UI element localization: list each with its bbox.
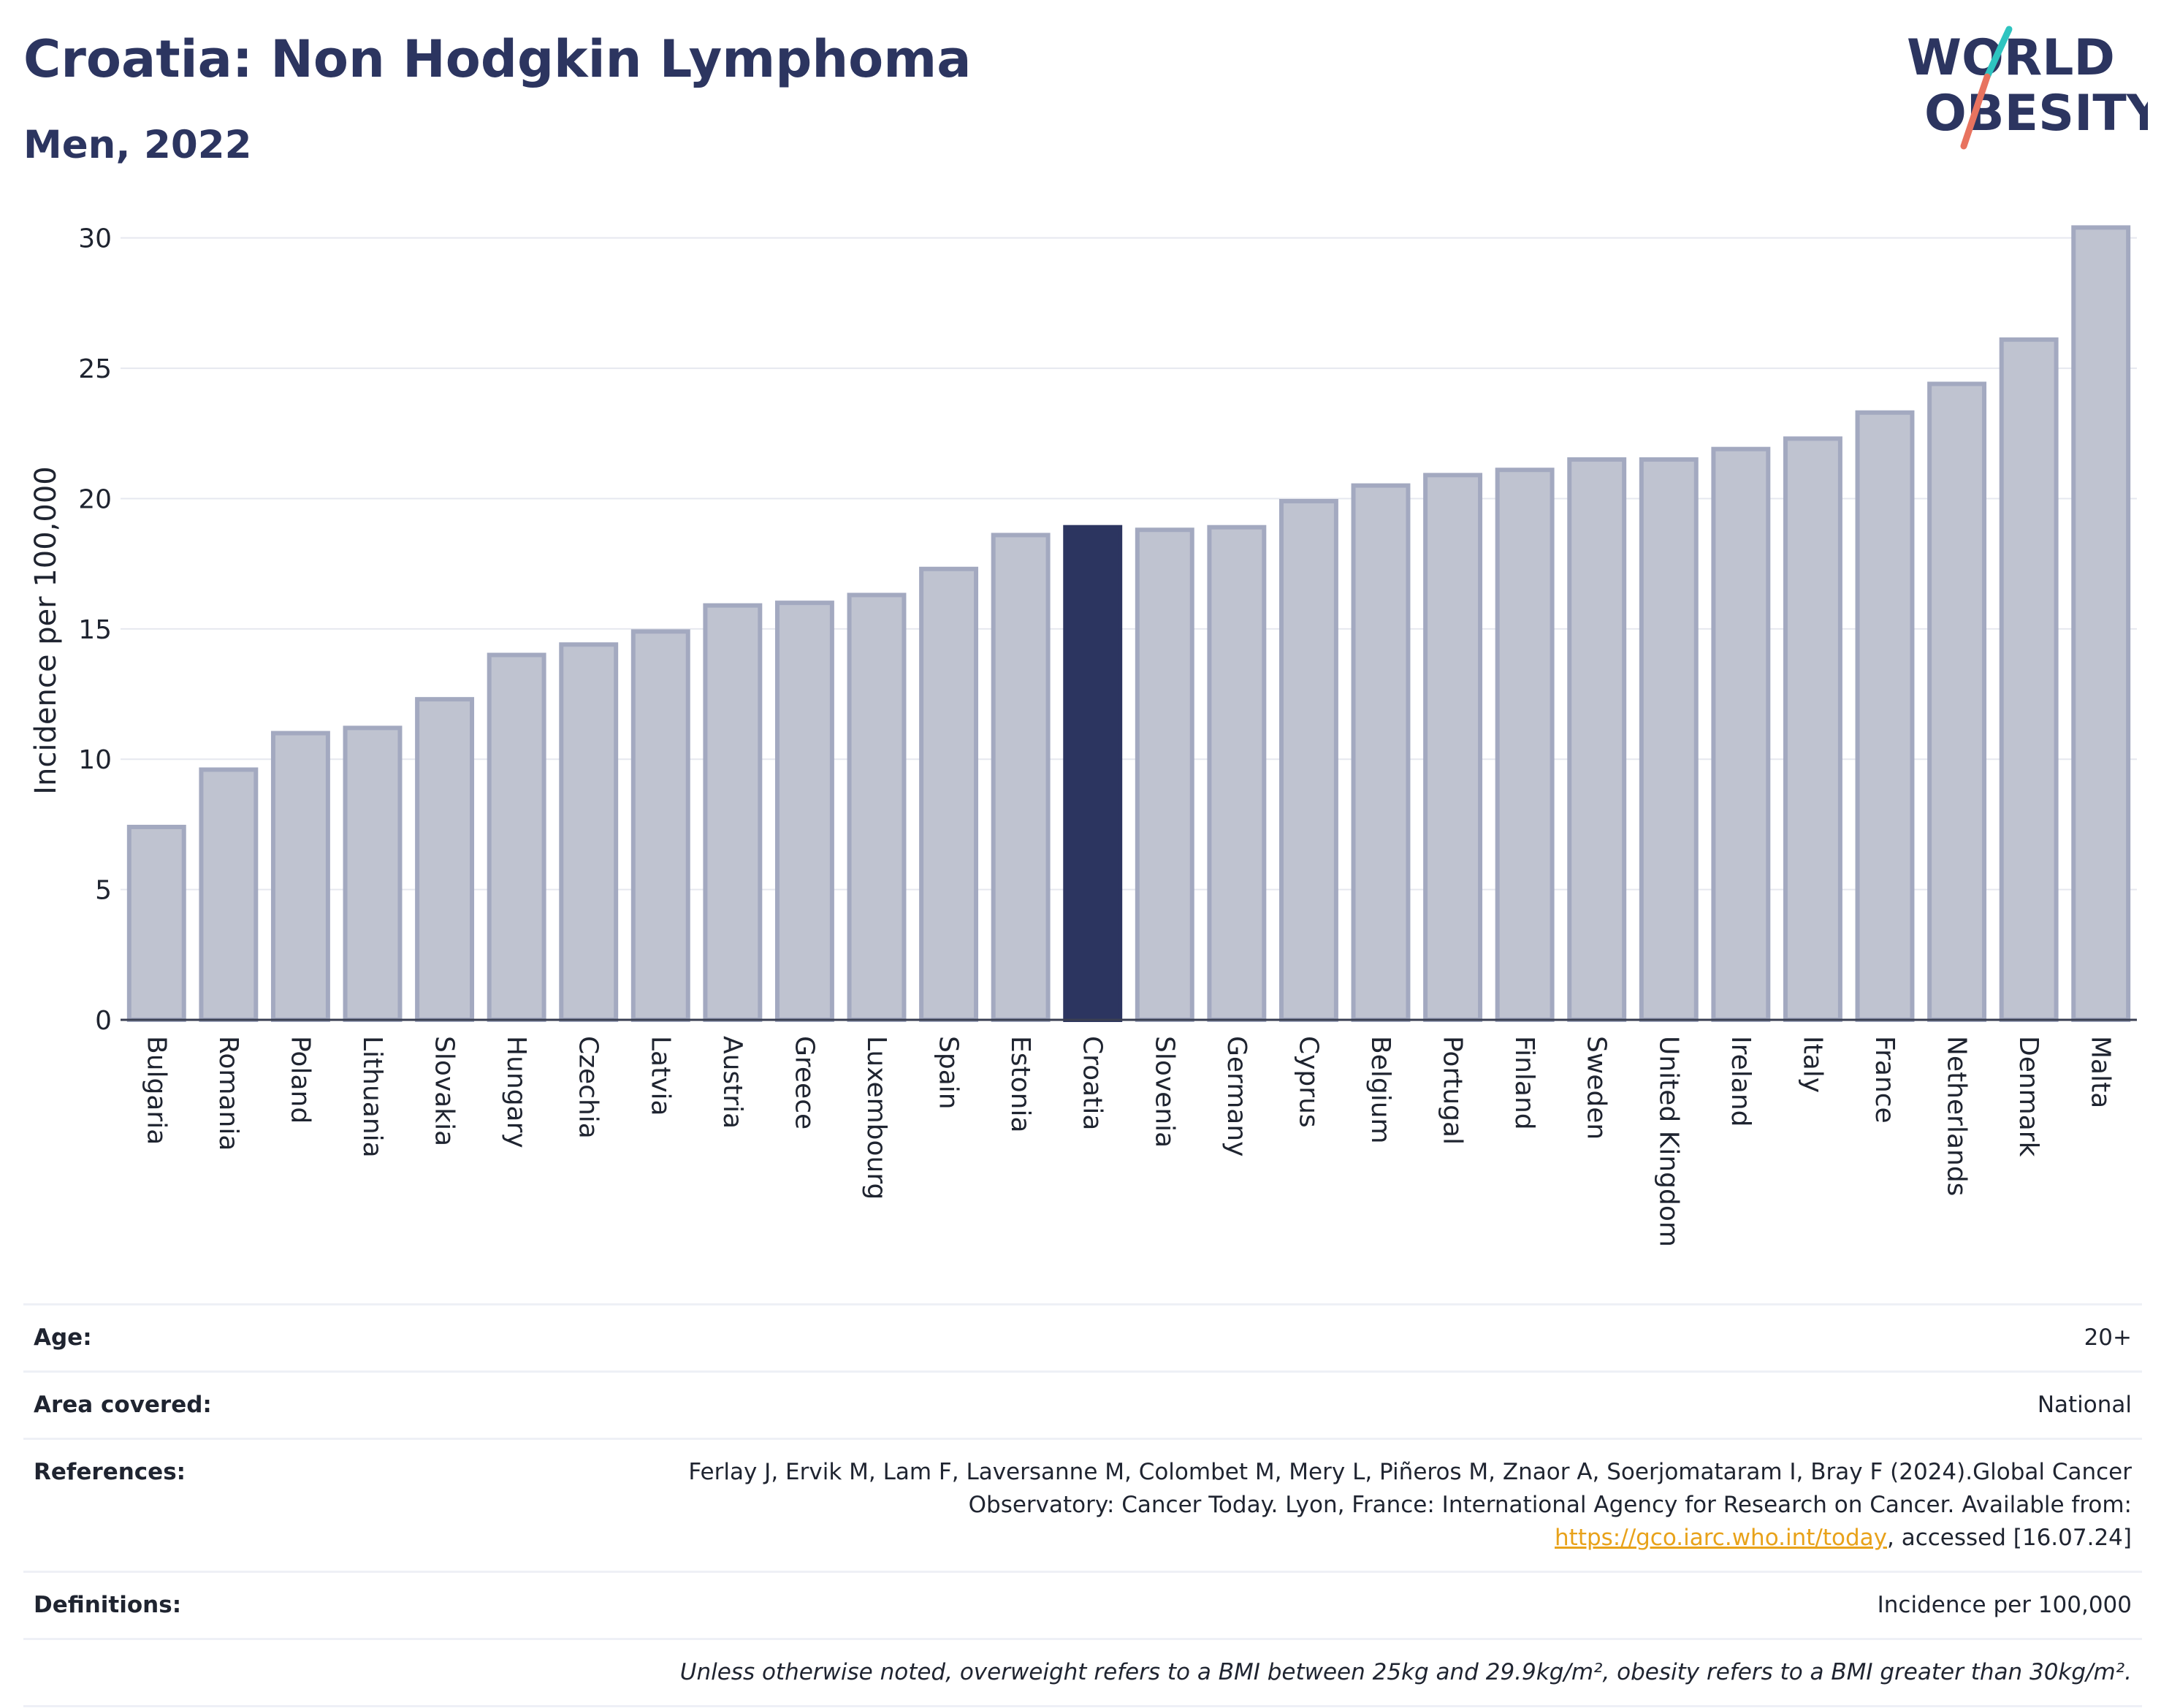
logo-slash-teal [1983,26,2013,80]
bar-slovenia[interactable] [1135,527,1194,1022]
bar-luxembourg[interactable] [847,592,907,1022]
x-tick-label: Czechia [573,1036,603,1139]
bar-ireland[interactable] [1711,446,1771,1022]
info-row-area: Area covered: National [23,1370,2142,1438]
bar-slovakia[interactable] [415,697,475,1022]
x-tick-label: Finland [1509,1036,1539,1130]
logo-slash-coral [1960,73,1991,150]
x-tick-label: Portugal [1438,1036,1468,1145]
y-tick-label: 15 [78,615,112,645]
references-link[interactable]: https://gco.iarc.who.int/today [1555,1525,1887,1551]
x-tick-label: Greece [789,1036,819,1129]
y-axis-ticks: 0 5 10 15 20 25 30 [78,224,112,1036]
bar-belgium[interactable] [1351,483,1411,1022]
bar-chart: 0 5 10 15 20 25 30 Bulgaria Romania Poland Lithua… [29,224,2137,1247]
bar-netherlands[interactable] [1927,381,1987,1022]
y-tick-label: 30 [78,224,112,254]
bars [126,225,2131,1023]
y-tick-label: 5 [95,876,112,906]
references-suffix: , accessed [16.07.24] [1886,1525,2132,1551]
info-table: Age: 20+ Area covered: National Referenc… [23,1303,2142,1707]
bar-italy[interactable] [1783,436,1842,1022]
world-obesity-logo: WORLD OBESITY [1907,26,2148,150]
references-value: Ferlay J, Ervik M, Lam F, Laversanne M, … [656,1456,2132,1555]
x-tick-label: Italy [1797,1036,1827,1093]
definitions-label: Definitions: [34,1592,182,1618]
y-tick-label: 25 [78,354,112,384]
x-tick-label: United Kingdom [1653,1036,1683,1247]
bar-hungary[interactable] [487,652,546,1022]
x-tick-label: Bulgaria [141,1036,171,1145]
x-tick-label: Denmark [2013,1036,2043,1157]
x-tick-label: Slovenia [1149,1036,1179,1148]
x-tick-label: Hungary [501,1036,531,1148]
x-tick-label: Poland [285,1036,315,1124]
bar-spain[interactable] [919,566,979,1022]
info-row-references: References: Ferlay J, Ervik M, Lam F, La… [23,1438,2142,1571]
logo-line-world: WORLD [1907,29,2115,87]
x-tick-label: Croatia [1078,1036,1108,1130]
info-row-note: Unless otherwise noted, overweight refer… [23,1638,2142,1707]
bar-malta[interactable] [2071,225,2131,1022]
y-tick-label: 20 [78,484,112,514]
x-tick-label: Romania [213,1036,243,1151]
x-tick-label: Latvia [645,1036,675,1116]
chart-subtitle: Men, 2022 [23,123,252,167]
bar-finland[interactable] [1495,468,1555,1022]
x-tick-label: Sweden [1582,1036,1612,1140]
bar-estonia[interactable] [991,533,1051,1022]
info-row-age: Age: 20+ [23,1303,2142,1370]
x-tick-label: Austria [717,1036,747,1129]
x-tick-label: Netherlands [1942,1036,1972,1196]
bar-latvia[interactable] [630,629,690,1022]
y-tick-label: 10 [78,745,112,775]
x-tick-label: Estonia [1005,1036,1035,1133]
chart-title: Croatia: Non Hodgkin Lymphoma [23,29,972,89]
x-tick-label: Belgium [1365,1036,1395,1144]
bar-romania[interactable] [199,767,259,1023]
x-tick-label: Lithuania [357,1036,387,1158]
area-value: National [2037,1392,2132,1418]
references-text: Ferlay J, Ervik M, Lam F, Laversanne M, … [688,1459,2132,1518]
bar-denmark[interactable] [1999,337,2059,1023]
x-tick-label: Ireland [1726,1036,1756,1127]
x-tick-label: France [1870,1036,1899,1124]
bar-bulgaria[interactable] [126,824,186,1022]
bar-portugal[interactable] [1423,473,1483,1022]
y-tick-label: 0 [95,1006,112,1036]
y-axis-title: Incidence per 100,000 [29,466,63,795]
bar-france[interactable] [1855,410,1915,1022]
bar-germany[interactable] [1207,525,1267,1022]
x-tick-label: Germany [1221,1036,1251,1156]
x-tick-label: Spain [934,1036,964,1110]
bar-cyprus[interactable] [1278,499,1338,1022]
logo-line-obesity: OBESITY [1924,85,2148,142]
references-label: References: [34,1459,186,1485]
x-tick-label: Malta [2086,1036,2116,1108]
bar-lithuania[interactable] [343,725,403,1022]
bmi-note: Unless otherwise noted, overweight refer… [679,1659,2132,1685]
x-tick-label: Cyprus [1293,1036,1323,1128]
bar-croatia[interactable] [1063,525,1123,1022]
bar-united-kingdom[interactable] [1639,457,1699,1022]
x-axis-ticks: Bulgaria Romania Poland Lithuania Slovakia Hu… [141,1036,2115,1247]
bar-sweden[interactable] [1567,457,1627,1022]
definitions-value: Incidence per 100,000 [1877,1592,2132,1618]
x-tick-label: Luxembourg [861,1036,891,1200]
x-tick-label: Slovakia [430,1036,460,1146]
age-label: Age: [34,1324,92,1351]
area-label: Area covered: [34,1392,212,1418]
bar-greece[interactable] [774,601,834,1022]
bar-austria[interactable] [703,603,763,1022]
info-row-definitions: Definitions: Incidence per 100,000 [23,1571,2142,1638]
age-value: 20+ [2084,1324,2132,1351]
bar-poland[interactable] [270,731,330,1022]
bar-czechia[interactable] [559,642,619,1022]
